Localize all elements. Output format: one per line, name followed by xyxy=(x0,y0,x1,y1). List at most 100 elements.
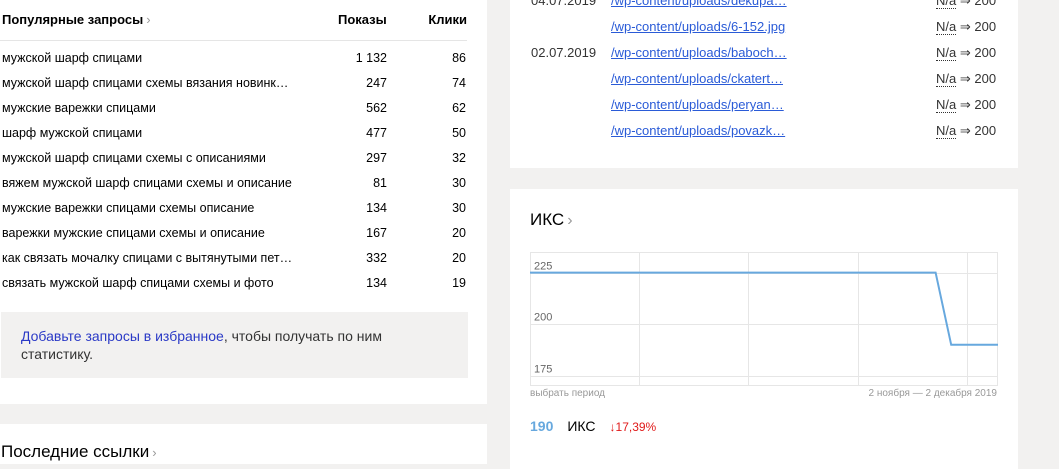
query-row[interactable]: связать мужской шарф спицами схемы и фот… xyxy=(0,272,467,297)
chart-frame xyxy=(530,252,998,386)
query-text[interactable]: связать мужской шарф спицами схемы и фот… xyxy=(2,276,274,290)
iks-stats: 190 ИКС ↓17,39% xyxy=(530,418,656,434)
query-text[interactable]: шарф мужской спицами xyxy=(2,126,143,140)
query-row[interactable]: как связать мочалку спицами с вытянутыми… xyxy=(0,247,467,272)
query-clicks: 32 xyxy=(452,151,466,165)
query-text[interactable]: мужской шарф спицами схемы с описаниями xyxy=(2,151,266,165)
query-clicks: 50 xyxy=(452,126,466,140)
query-shows: 134 xyxy=(366,201,387,215)
recent-links-title-text[interactable]: Последние ссылки xyxy=(1,442,150,461)
hint-text-block: Добавьте запросы в избранное, чтобы полу… xyxy=(21,327,441,363)
page-scrollbar[interactable] xyxy=(1050,0,1059,456)
page-url-link[interactable]: /wp-content/uploads/dekupa… xyxy=(611,0,787,8)
page-url-link[interactable]: /wp-content/uploads/peryan… xyxy=(611,97,784,112)
query-text[interactable]: мужской шарф спицами схемы вязания новин… xyxy=(2,76,289,90)
page-status: N/a ⇒ 200 xyxy=(936,123,996,139)
page-status: N/a ⇒ 200 xyxy=(936,0,996,9)
query-row[interactable]: мужской шарф спицами 1 132 86 xyxy=(0,47,467,72)
iks-series-line xyxy=(530,271,998,346)
status-from[interactable]: N/a xyxy=(936,0,957,9)
iks-title-text[interactable]: ИКС xyxy=(530,210,565,229)
iks-label: ИКС xyxy=(567,418,596,434)
status-to: 200 xyxy=(974,45,997,60)
status-from[interactable]: N/a xyxy=(936,19,957,35)
page-row: /wp-content/uploads/povazk… N/a ⇒ 200 xyxy=(510,118,1018,144)
query-row[interactable]: вяжем мужской шарф спицами схемы и описа… xyxy=(0,172,467,197)
query-clicks: 20 xyxy=(452,251,466,265)
query-shows: 247 xyxy=(366,76,387,90)
query-row[interactable]: варежки мужские спицами схемы и описание… xyxy=(0,222,467,247)
recent-links-title[interactable]: Последние ссылки › xyxy=(1,442,157,462)
status-arrow-icon: ⇒ xyxy=(959,97,971,112)
page-date: 02.07.2019 xyxy=(531,45,597,60)
query-text[interactable]: мужской шарф спицами xyxy=(2,51,143,65)
page-url-link[interactable]: /wp-content/uploads/povazk… xyxy=(611,123,786,138)
status-from[interactable]: N/a xyxy=(936,97,957,113)
page-url-link[interactable]: /wp-content/uploads/ckatert… xyxy=(611,71,783,86)
column-shows-header: Показы xyxy=(338,12,387,27)
query-row[interactable]: мужской шарф спицами схемы вязания новин… xyxy=(0,72,467,97)
status-arrow-icon: ⇒ xyxy=(959,45,971,60)
select-period-link[interactable]: выбрать период xyxy=(530,388,605,399)
query-shows: 332 xyxy=(366,251,387,265)
popular-queries-title[interactable]: Популярные запросы › xyxy=(2,12,151,27)
query-row[interactable]: мужской шарф спицами схемы с описаниями 2… xyxy=(0,147,467,172)
status-to: 200 xyxy=(974,71,997,86)
query-shows: 297 xyxy=(366,151,387,165)
query-shows: 562 xyxy=(366,101,387,115)
queries-table-header: Популярные запросы › Показы Клики xyxy=(0,0,467,41)
iks-value: 190 xyxy=(530,418,554,434)
page-row: 04.07.2019/wp-content/uploads/dekupa… N/a… xyxy=(510,0,1018,14)
query-clicks: 74 xyxy=(452,76,466,90)
page-date: 04.07.2019 xyxy=(531,0,597,8)
hint-text: , чтобы получать по ним статистику. xyxy=(21,328,382,362)
status-arrow-icon: ⇒ xyxy=(959,19,971,34)
add-to-favorites-link[interactable]: Добавьте запросы в избранное xyxy=(21,328,224,344)
query-row[interactable]: мужские варежки спицами схемы описание 13… xyxy=(0,197,467,222)
query-text[interactable]: мужские варежки спицами схемы описание xyxy=(2,201,255,215)
page-url-link[interactable]: /wp-content/uploads/6-152.jpg xyxy=(611,19,786,34)
status-from[interactable]: N/a xyxy=(936,45,957,61)
page-status: N/a ⇒ 200 xyxy=(936,71,996,87)
chevron-right-icon[interactable]: › xyxy=(152,445,157,460)
status-arrow-icon: ⇒ xyxy=(959,0,971,8)
recent-links-card: Последние ссылки › xyxy=(0,424,487,464)
status-arrow-icon: ⇒ xyxy=(959,123,971,138)
status-to: 200 xyxy=(974,97,997,112)
query-shows: 1 132 xyxy=(355,51,387,65)
status-to: 200 xyxy=(974,123,997,138)
chevron-right-icon[interactable]: › xyxy=(146,12,151,27)
page-row: 02.07.2019/wp-content/uploads/baboch… N/a… xyxy=(510,40,1018,66)
chevron-right-icon[interactable]: › xyxy=(567,212,573,229)
query-clicks: 30 xyxy=(452,176,466,190)
iks-change: ↓17,39% xyxy=(609,420,657,434)
query-text[interactable]: вяжем мужской шарф спицами схемы и описа… xyxy=(2,176,292,190)
query-clicks: 20 xyxy=(452,226,466,240)
page-row: /wp-content/uploads/peryan… N/a ⇒ 200 xyxy=(510,92,1018,118)
chart-period-label: 2 ноября — 2 декабря 2019 xyxy=(868,388,998,399)
y-tick-label: 175 xyxy=(534,364,552,376)
query-text[interactable]: мужские варежки спицами xyxy=(2,101,156,115)
query-row[interactable]: мужские варежки спицами 562 62 xyxy=(0,97,467,122)
query-text[interactable]: как связать мочалку спицами с вытянутыми… xyxy=(2,251,293,265)
iks-title[interactable]: ИКС › xyxy=(530,210,573,230)
page-url-link[interactable]: /wp-content/uploads/baboch… xyxy=(611,45,787,60)
query-clicks: 86 xyxy=(452,51,466,65)
query-shows: 134 xyxy=(366,276,387,290)
add-favorites-hint: Добавьте запросы в избранное, чтобы полу… xyxy=(1,312,468,378)
page-row: /wp-content/uploads/ckatert… N/a ⇒ 200 xyxy=(510,66,1018,92)
iks-line-chart: 175 200 225 xyxy=(530,252,998,386)
query-clicks: 62 xyxy=(452,101,466,115)
y-tick-label: 200 xyxy=(534,312,552,324)
popular-queries-title-text[interactable]: Популярные запросы xyxy=(2,12,144,27)
status-to: 200 xyxy=(974,19,997,34)
page-status: N/a ⇒ 200 xyxy=(936,19,996,35)
query-shows: 167 xyxy=(366,226,387,240)
column-clicks-header: Клики xyxy=(428,12,467,27)
status-from[interactable]: N/a xyxy=(936,123,957,139)
popular-queries-card: Популярные запросы › Показы Клики мужской… xyxy=(0,0,487,404)
status-from[interactable]: N/a xyxy=(936,71,957,87)
query-clicks: 19 xyxy=(452,276,466,290)
query-row[interactable]: шарф мужской спицами 477 50 xyxy=(0,122,467,147)
query-text[interactable]: варежки мужские спицами схемы и описание xyxy=(2,226,265,240)
